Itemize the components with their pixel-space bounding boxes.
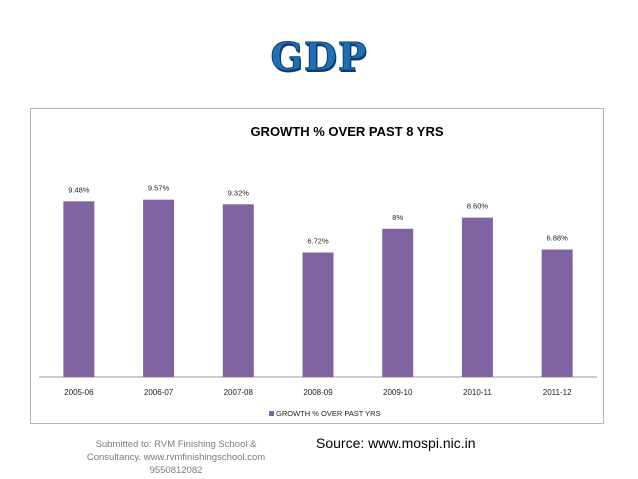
submitted-note: Submitted to: RVM Finishing School & Con… bbox=[72, 438, 280, 477]
bar-chart: GROWTH % OVER PAST 8 YRS 9.48% 9.57% 9.32%… bbox=[39, 124, 597, 418]
submitted-line: Consultancy. www.rvmfinishingschool.com bbox=[86, 452, 266, 463]
submitted-line: 9550812082 bbox=[149, 465, 203, 476]
slide-title: GDP bbox=[270, 34, 368, 80]
legend-swatch bbox=[269, 411, 274, 416]
source-note: Source: www.mospi.nic.in bbox=[316, 435, 476, 451]
bar-2010-11 bbox=[461, 217, 493, 377]
legend-label: GROWTH % OVER PAST YRS bbox=[276, 409, 381, 418]
bar-2008-09 bbox=[302, 252, 334, 377]
data-label: 9.48% bbox=[68, 185, 90, 194]
chart-title: GROWTH % OVER PAST 8 YRS bbox=[250, 124, 443, 139]
x-tick-label: 2007-08 bbox=[224, 388, 254, 397]
data-label: 9.32% bbox=[228, 188, 250, 197]
x-tick-label: 2009-10 bbox=[383, 388, 413, 397]
x-tick-label: 2010-11 bbox=[463, 388, 492, 397]
bar-2005-06 bbox=[63, 201, 95, 377]
bar-2009-10 bbox=[382, 228, 414, 377]
x-tick-label: 2005-06 bbox=[64, 388, 94, 397]
data-label: 8.60% bbox=[467, 202, 489, 211]
bar-2011-12 bbox=[541, 249, 573, 377]
legend: GROWTH % OVER PAST YRS bbox=[269, 409, 381, 418]
submitted-line: Submitted to: RVM Finishing School & bbox=[95, 439, 257, 450]
data-label: 6.88% bbox=[547, 234, 569, 243]
x-tick-label: 2008-09 bbox=[303, 388, 333, 397]
bar-2007-08 bbox=[222, 204, 254, 377]
data-label: 8% bbox=[392, 213, 403, 222]
chart-area: GROWTH % OVER PAST 8 YRS 9.48% 9.57% 9.32%… bbox=[30, 108, 604, 424]
x-tick-label: 2006-07 bbox=[144, 388, 174, 397]
data-label: 6.72% bbox=[307, 236, 329, 245]
x-tick-label: 2011-12 bbox=[543, 388, 572, 397]
bar-2006-07 bbox=[143, 199, 175, 377]
data-label: 9.57% bbox=[148, 184, 170, 193]
